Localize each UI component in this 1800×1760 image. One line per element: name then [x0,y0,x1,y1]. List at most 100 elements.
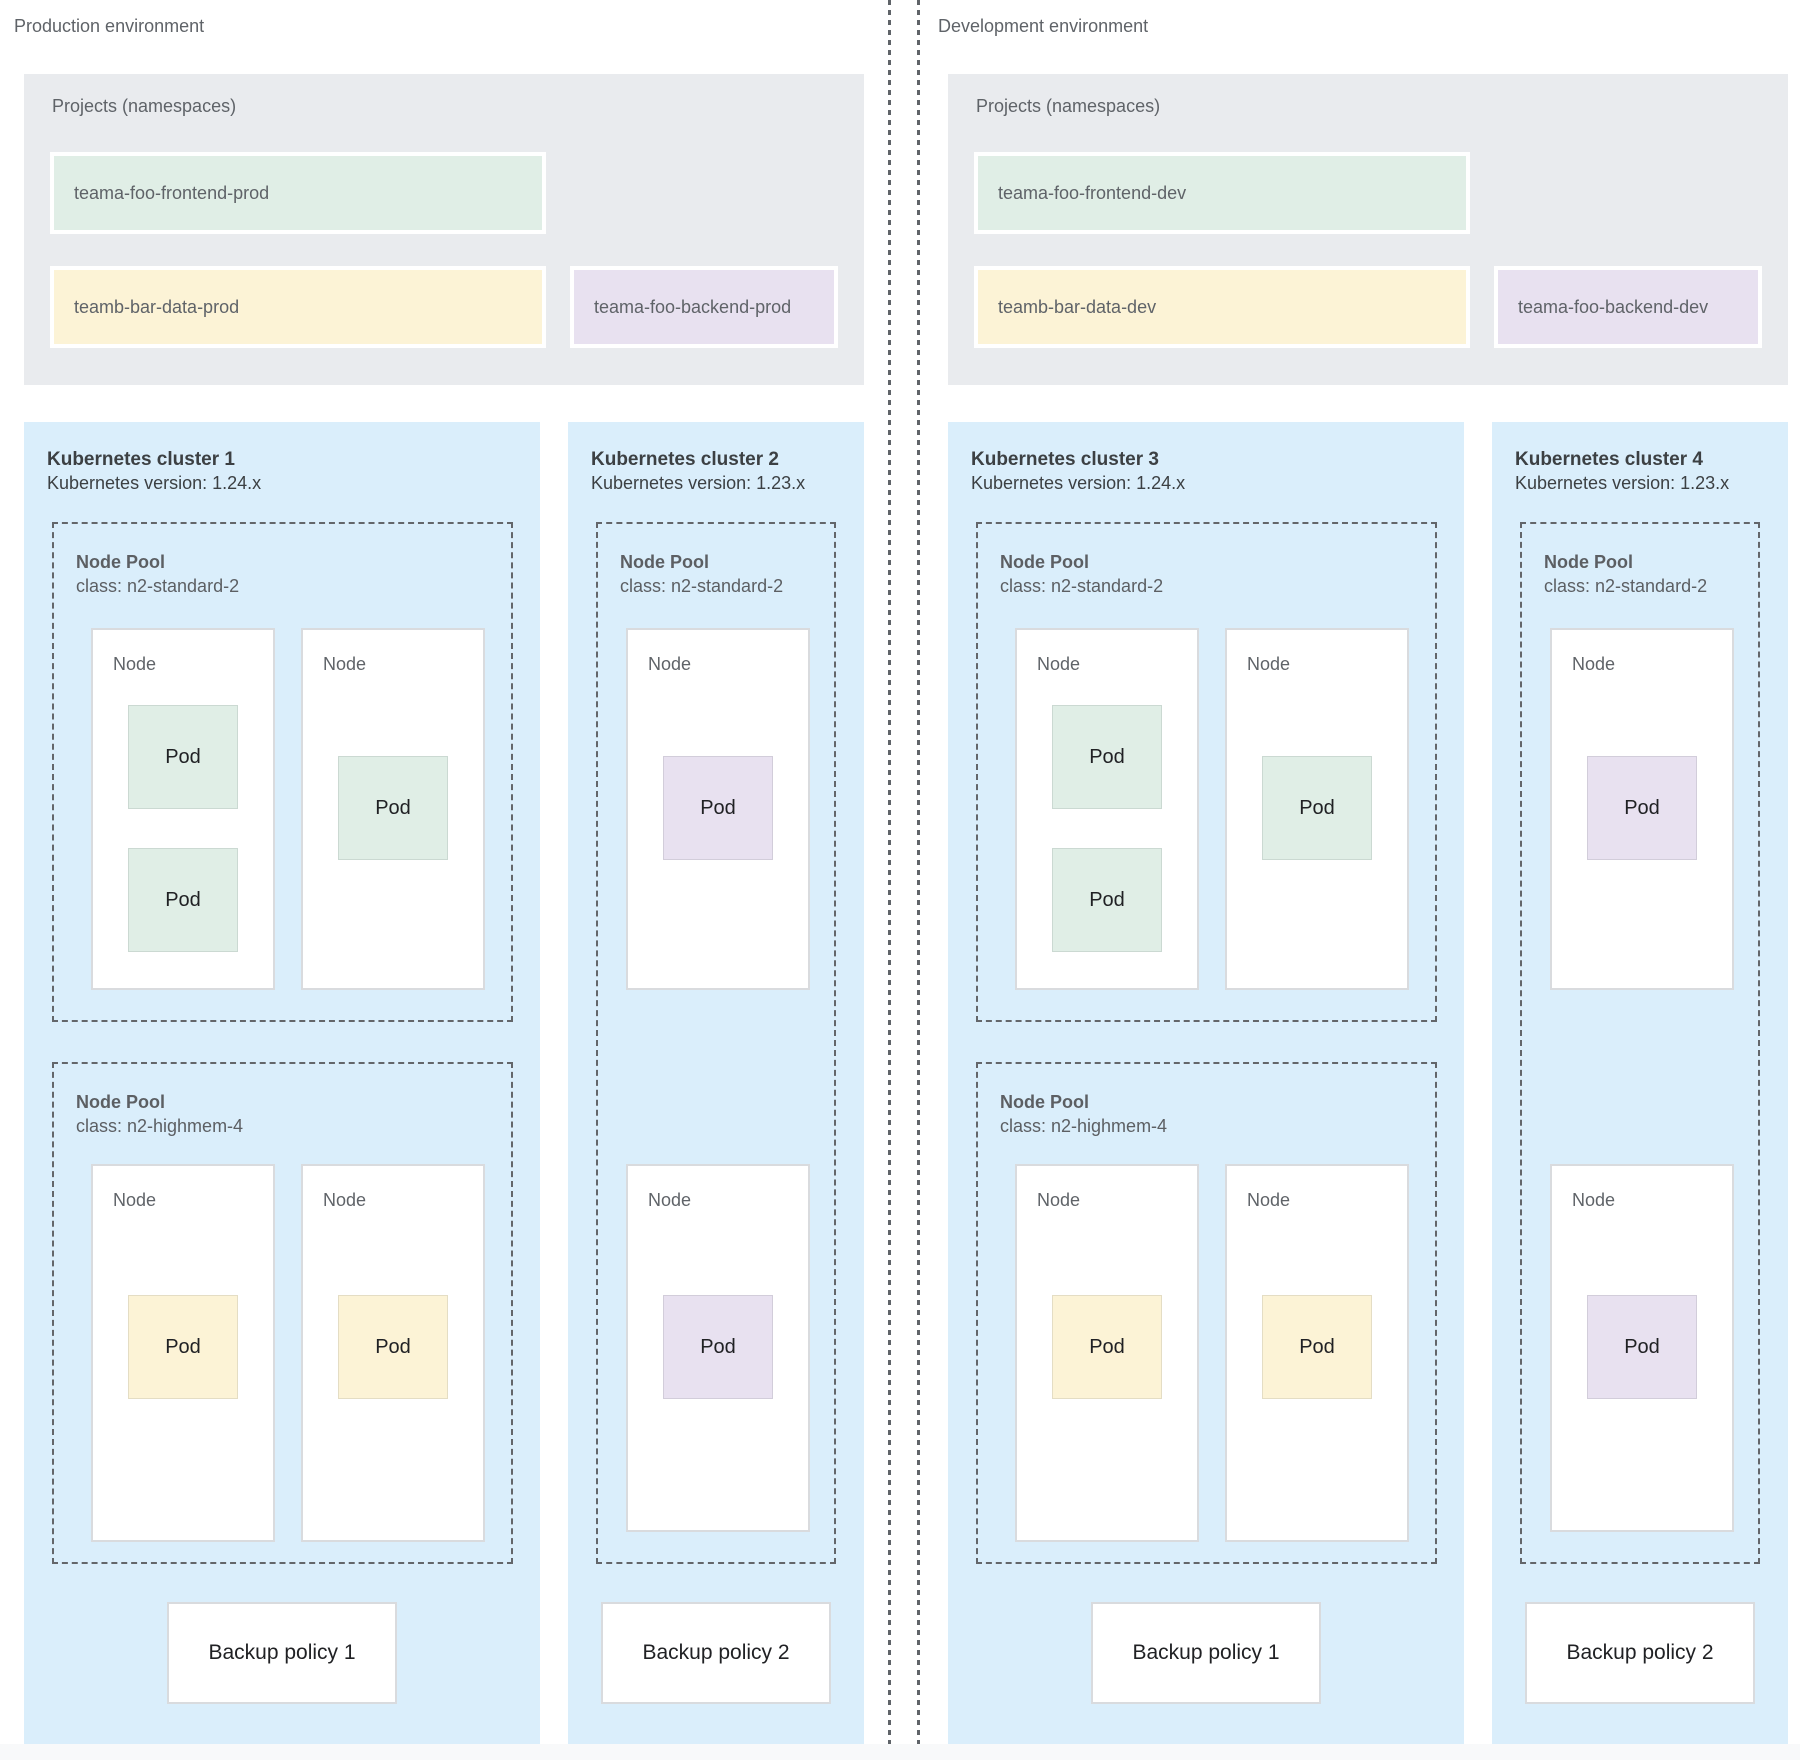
environment-label: Production environment [14,16,205,36]
cluster-title: Kubernetes cluster 4 [1515,449,1703,470]
node-pool-standard: Node Pool class: n2-standard-2 Node Pod … [52,522,513,1022]
cluster-version: Kubernetes version: 1.24.x [971,473,1186,493]
pod-label: Pod [1089,745,1125,768]
node: Node Pod Pod [1015,628,1199,990]
project-frontend: teama-foo-frontend-dev [974,152,1470,234]
projects-title: Projects (namespaces) [976,96,1161,116]
project-backend: teama-foo-backend-dev [1494,266,1762,348]
development-column: Development environment Projects (namesp… [938,0,1788,1760]
backup-policy-2: Backup policy 2 [1525,1602,1755,1704]
backup-policy-1: Backup policy 1 [1091,1602,1321,1704]
node-pool-class: class: n2-highmem-4 [76,1116,244,1136]
project-backend: teama-foo-backend-prod [570,266,838,348]
pod: Pod [128,848,238,952]
pod: Pod [1587,756,1697,860]
node-label: Node [113,1190,157,1210]
pod-label: Pod [700,1335,736,1358]
node-label: Node [323,1190,367,1210]
cluster-title: Kubernetes cluster 1 [47,449,235,470]
backup-policy-label: Backup policy 2 [642,1641,790,1664]
pod-label: Pod [165,1335,201,1358]
cluster-title: Kubernetes cluster 2 [591,449,779,470]
node: Node Pod [626,1164,810,1532]
node: Node Pod [1550,628,1734,990]
pod-label: Pod [1624,796,1660,819]
node-pool-class: class: n2-standard-2 [620,576,784,596]
node-label: Node [1037,654,1081,674]
node: Node Pod [1550,1164,1734,1532]
pod: Pod [128,705,238,809]
node-label: Node [648,1190,692,1210]
node-pool-standard: Node Pool class: n2-standard-2 Node Pod … [596,522,836,1564]
node-label: Node [1037,1190,1081,1210]
backup-policy-1: Backup policy 1 [167,1602,397,1704]
project-data: teamb-bar-data-prod [50,266,546,348]
project-backend-label: teama-foo-backend-prod [594,296,792,317]
pod-label: Pod [165,745,201,768]
node-label: Node [1572,654,1616,674]
pod-label: Pod [700,796,736,819]
project-frontend-label: teama-foo-frontend-prod [74,182,270,203]
project-data-label: teamb-bar-data-dev [998,296,1157,317]
node-pool-highmem: Node Pool class: n2-highmem-4 Node Pod N… [52,1062,513,1564]
pod: Pod [338,1295,448,1399]
node-pool-name: Node Pool [76,1092,165,1112]
node: Node Pod [91,1164,275,1542]
node-pool-name: Node Pool [1000,552,1089,572]
node-label: Node [323,654,367,674]
node-label: Node [648,654,692,674]
node-pool-name: Node Pool [76,552,165,572]
cluster-title: Kubernetes cluster 3 [971,449,1159,470]
project-data: teamb-bar-data-dev [974,266,1470,348]
pod: Pod [1052,1295,1162,1399]
pod-label: Pod [1299,1335,1335,1358]
pod-label: Pod [165,888,201,911]
backup-policy-label: Backup policy 2 [1566,1641,1714,1664]
node-pool-class: class: n2-highmem-4 [1000,1116,1168,1136]
node-pool-name: Node Pool [1544,552,1633,572]
backup-policy-label: Backup policy 1 [208,1641,356,1664]
node-label: Node [1572,1190,1616,1210]
node-label: Node [1247,654,1291,674]
pod: Pod [663,756,773,860]
node-pool-class: class: n2-standard-2 [76,576,240,596]
environment-divider-line [917,0,920,1760]
node-pool-standard: Node Pool class: n2-standard-2 Node Pod … [1520,522,1760,1564]
node: Node Pod [1015,1164,1199,1542]
kubernetes-cluster-3: Kubernetes cluster 3 Kubernetes version:… [948,422,1464,1744]
environment-label: Development environment [938,16,1149,36]
pod-label: Pod [1089,888,1125,911]
cluster-version: Kubernetes version: 1.23.x [591,473,806,493]
production-column: Production environment Projects (namespa… [14,0,864,1760]
pod: Pod [1262,1295,1372,1399]
node-label: Node [113,654,157,674]
projects-title: Projects (namespaces) [52,96,237,116]
projects-panel: Projects (namespaces) teama-foo-frontend… [948,74,1788,385]
environment-divider-line [888,0,891,1760]
node: Node Pod [626,628,810,990]
project-backend-label: teama-foo-backend-dev [1518,296,1709,317]
node-pool-name: Node Pool [1000,1092,1089,1112]
pod-label: Pod [1089,1335,1125,1358]
pod: Pod [1052,848,1162,952]
pod: Pod [338,756,448,860]
project-data-label: teamb-bar-data-prod [74,296,240,317]
node: Node Pod [1225,628,1409,990]
pod: Pod [1262,756,1372,860]
backup-policy-label: Backup policy 1 [1132,1641,1280,1664]
pod: Pod [1587,1295,1697,1399]
kubernetes-cluster-1: Kubernetes cluster 1 Kubernetes version:… [24,422,540,1744]
node: Node Pod [301,628,485,990]
project-frontend: teama-foo-frontend-prod [50,152,546,234]
kubernetes-cluster-2: Kubernetes cluster 2 Kubernetes version:… [568,422,864,1744]
node: Node Pod [1225,1164,1409,1542]
node-pool-standard: Node Pool class: n2-standard-2 Node Pod … [976,522,1437,1022]
node-label: Node [1247,1190,1291,1210]
bottom-margin-strip [0,1744,1800,1760]
cluster-version: Kubernetes version: 1.23.x [1515,473,1730,493]
pod: Pod [663,1295,773,1399]
cluster-version: Kubernetes version: 1.24.x [47,473,262,493]
node: Node Pod [301,1164,485,1542]
node-pool-class: class: n2-standard-2 [1000,576,1164,596]
pod-label: Pod [1624,1335,1660,1358]
